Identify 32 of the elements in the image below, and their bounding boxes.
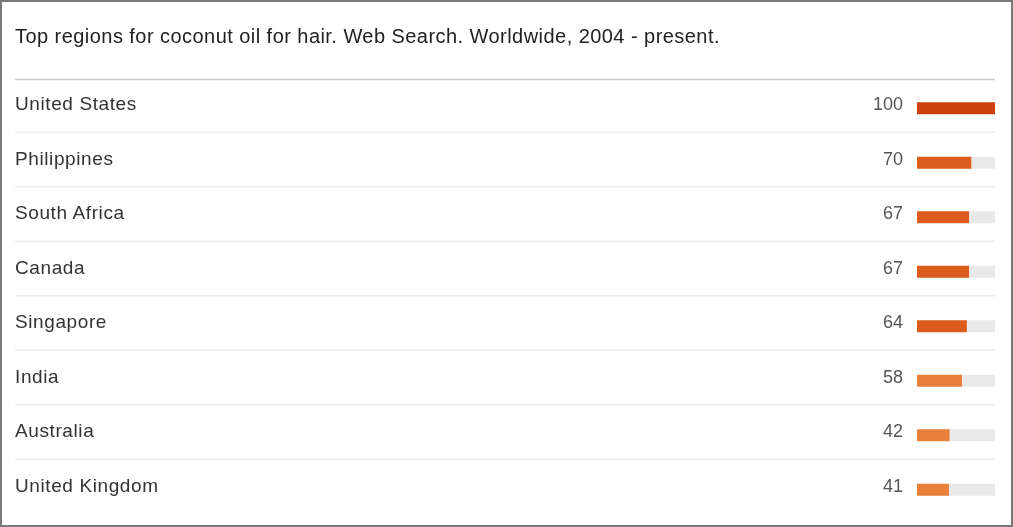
data-label: 64 [882,312,903,333]
bar [917,211,970,224]
bar [917,429,950,442]
y-tick-label: Canada [15,256,86,278]
text: Top regions for coconut oil for hair. Web Search. Worldwide, 2004 - present. [15,25,720,47]
y-tick-label: India [15,365,60,387]
data-label: 70 [882,148,903,169]
y-tick-label: United Kingdom [15,474,159,496]
data-label: 41 [882,475,903,496]
y-tick-label: South Africa [15,202,125,224]
y-tick-label: Singapore [15,311,108,333]
bar [971,156,995,169]
y-tick-label: Australia [15,420,95,442]
bar [948,483,995,496]
y-tick-label: United States [15,93,137,115]
data-label: 58 [882,366,903,387]
data-label: 67 [882,257,903,278]
bar [917,265,970,278]
y-tick-label: Philippines [15,147,114,169]
bar [969,211,995,224]
bar [917,102,995,115]
data-label: 42 [882,421,903,442]
bar [969,265,995,278]
bar [966,320,995,333]
data-label: 67 [882,203,903,224]
bar [917,483,949,496]
bar [962,374,995,387]
bar [917,156,972,169]
bar [917,320,967,333]
bar [949,429,995,442]
bar [917,374,963,387]
data-label: 100 [872,94,903,115]
